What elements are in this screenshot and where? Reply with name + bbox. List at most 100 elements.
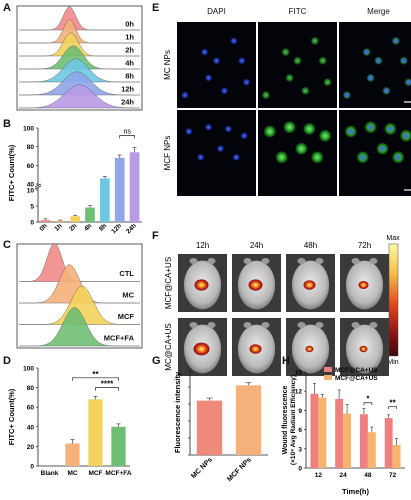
nucleus — [233, 154, 240, 161]
panel-label-d: D — [3, 355, 11, 367]
fluorescence-spot — [194, 279, 209, 291]
y-tick-label: 100 — [23, 126, 34, 133]
fluorescence-spot — [249, 344, 262, 354]
timepoint-label: 48h — [304, 241, 317, 250]
cell — [281, 48, 290, 57]
mouse-ear — [243, 258, 252, 264]
panel-label-f: F — [152, 230, 159, 242]
row-label: MC@CA+US — [164, 323, 173, 370]
mouse-ear — [297, 322, 306, 328]
panel-label-g: G — [152, 355, 161, 367]
histogram-curve — [19, 19, 140, 44]
nucleus — [217, 145, 224, 152]
y-axis-label: FITC+ Count(%) — [7, 388, 16, 445]
bar — [318, 397, 327, 468]
histogram-label: 4h — [125, 59, 134, 68]
legend-swatch — [324, 367, 332, 372]
y-tick-label: 60 — [27, 405, 35, 412]
nucleus — [348, 128, 354, 135]
y-tick-label: 0 — [298, 466, 302, 473]
panel-e-microscopy-grid: DAPI FITC Merge MC NPs MCF NPs — [163, 7, 411, 196]
x-tick-label: 12 — [315, 472, 323, 479]
y-tick-label: 80 — [27, 385, 35, 392]
x-tick-label: 1h — [53, 222, 63, 232]
y-tick-label: 20 — [27, 444, 35, 451]
legend-label: MCF@CA+US — [335, 367, 378, 374]
fluorescence-spot — [193, 342, 210, 356]
mouse-ear — [369, 322, 378, 328]
y-axis-label: Fluorescence intensity — [173, 371, 182, 453]
panel-label-h: H — [282, 355, 290, 367]
x-tick-label: 24 — [340, 472, 348, 479]
fluorescence-spot — [305, 345, 314, 353]
nucleus — [221, 87, 228, 95]
fluorescence-spot — [303, 280, 316, 290]
nucleus — [240, 132, 248, 139]
nucleus — [197, 154, 204, 161]
histogram-label: 8h — [125, 72, 134, 81]
panel-h-grouped-bar-chart: 0 3 6 9 12 15 Wound fluorescence (×10⁸ Avg Radi… — [282, 367, 405, 496]
y-tick-label: 15 — [295, 370, 303, 377]
significance-bracket — [72, 377, 119, 381]
cell — [295, 142, 308, 155]
histogram-label: 0h — [125, 20, 134, 29]
nucleus — [368, 124, 374, 130]
x-tick-label: 2h — [68, 222, 78, 232]
bar — [384, 418, 393, 468]
microscopy-tile — [177, 110, 256, 196]
cell — [323, 78, 332, 87]
microscopy-tile — [177, 22, 256, 108]
histogram-label: MC — [122, 290, 134, 299]
y-tick-label: 0 — [30, 220, 34, 227]
y-tick-label: 5 — [30, 204, 34, 211]
nucleus — [230, 37, 238, 45]
x-tick-label: MC — [67, 470, 77, 477]
significance-label: ns — [123, 128, 131, 135]
bar — [55, 220, 66, 222]
cell — [310, 36, 319, 45]
mouse-ear — [243, 322, 252, 328]
microscopy-tile — [339, 22, 411, 108]
y-tick-label: 0 — [30, 464, 34, 471]
histogram-label: MCF — [118, 312, 135, 321]
nucleus — [344, 92, 350, 98]
fluorescence-spot — [248, 279, 263, 291]
axis-break — [34, 183, 42, 188]
x-tick-label: 4h — [83, 222, 93, 232]
mouse-ear — [189, 322, 198, 328]
y-axis-sublabel: (×10⁸ Avg Radiant Efficiency) — [290, 375, 297, 465]
panel-label-c: C — [3, 239, 11, 251]
y-axis-label: FITC+ Count(%) — [7, 144, 16, 201]
histogram-curve — [19, 84, 140, 109]
mouse-ear — [207, 322, 216, 328]
column-header: DAPI — [207, 7, 226, 16]
colorbar-max-label: Max — [386, 235, 400, 242]
bar — [100, 178, 110, 222]
mouse-ear — [207, 258, 216, 264]
y-tick-label: 3 — [298, 446, 302, 453]
nucleus — [213, 57, 220, 64]
cell — [303, 122, 316, 135]
panel-c-flow-histograms: CTL MC MCF MCF+FA — [16, 242, 143, 349]
x-tick-label: 48 — [364, 472, 372, 479]
x-tick-label: 8h — [98, 222, 108, 232]
nucleus — [383, 88, 389, 94]
row-label: MCF@CA+US — [164, 257, 173, 309]
histogram-curve — [18, 264, 141, 304]
microscopy-tile — [258, 22, 337, 108]
nucleus — [205, 74, 212, 82]
significance-label: ** — [92, 370, 99, 379]
mouse-ear — [261, 322, 270, 328]
mouse-ear — [315, 258, 324, 264]
fluorescence-spot — [358, 281, 369, 289]
timepoint-label: 72h — [358, 241, 371, 250]
mouse-ear — [351, 258, 360, 264]
nucleus — [379, 146, 386, 152]
x-tick-label: Blank — [41, 470, 59, 477]
mouse-ear — [351, 322, 360, 328]
bar — [129, 152, 140, 222]
x-tick-label: 24h — [125, 222, 138, 235]
cell — [318, 56, 327, 65]
bar — [392, 444, 401, 468]
